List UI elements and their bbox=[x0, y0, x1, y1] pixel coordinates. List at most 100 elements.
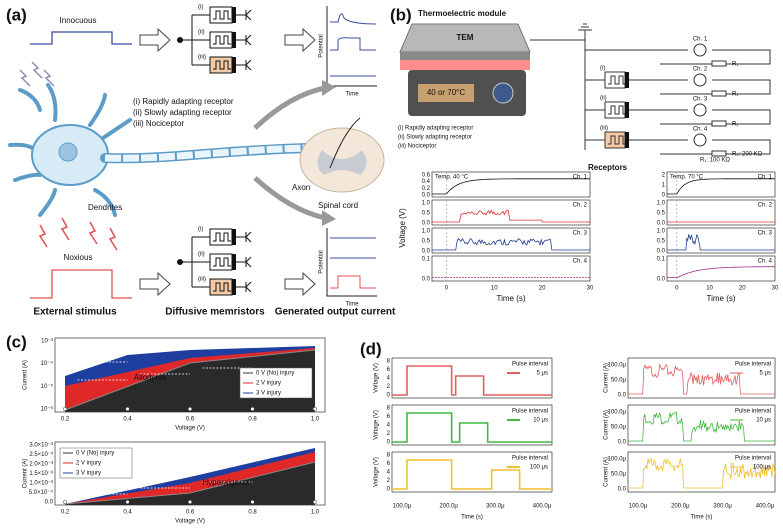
flow-arrow bbox=[253, 85, 326, 130]
y-tick-label: 6 bbox=[387, 461, 391, 467]
y-tick-label: 8 bbox=[387, 359, 391, 365]
axis-label: Voltage (V) bbox=[175, 519, 205, 525]
resistor-label: R₁ bbox=[732, 92, 738, 98]
x-tick-label: 1.0 bbox=[311, 417, 320, 423]
x-tick-label: 0.6 bbox=[186, 510, 195, 516]
axis-label: Time bbox=[345, 92, 359, 98]
voltage-trace bbox=[667, 266, 775, 279]
plot-frame bbox=[391, 451, 553, 493]
voltmeter bbox=[693, 73, 707, 87]
marker bbox=[187, 406, 193, 412]
voltmeter bbox=[693, 43, 707, 57]
marker bbox=[125, 406, 130, 412]
y-tick-label: 2.0×10⁻³ bbox=[29, 462, 53, 468]
y-tick-label: 4 bbox=[387, 376, 391, 382]
y-tick-label: 100.0μ bbox=[608, 410, 627, 416]
y-tick-label: 0.0 bbox=[422, 249, 431, 255]
receptor-item: (iii) Nociceptor bbox=[133, 119, 184, 128]
axis-label: Voltage (V) bbox=[398, 208, 407, 248]
axon-label: Axon bbox=[292, 183, 310, 192]
resistor bbox=[711, 90, 727, 97]
y-tick-label: 0.0 bbox=[422, 193, 431, 199]
axis bbox=[326, 228, 377, 297]
legend-title: Pulse interval bbox=[735, 456, 771, 462]
voltmeter bbox=[693, 103, 707, 117]
legend-label: 5 μs bbox=[760, 371, 771, 377]
y-tick-label: 10⁻⁵ bbox=[41, 383, 54, 390]
heat-glow bbox=[400, 60, 530, 70]
y-tick-label: 0.0 bbox=[657, 249, 666, 255]
voltmeter bbox=[693, 133, 707, 147]
legend-title: Pulse interval bbox=[735, 362, 771, 368]
y-tick-label: 0.0 bbox=[618, 393, 627, 399]
y-tick-label: 0 bbox=[662, 193, 666, 199]
resistor-label: R₂: 200 KΩ bbox=[732, 152, 763, 158]
plot-title: Temp. 40 °C bbox=[435, 175, 469, 181]
channel-label: Ch. 2 bbox=[758, 203, 773, 209]
plot-frame bbox=[391, 404, 553, 446]
y-tick-label: 0.2 bbox=[422, 186, 431, 192]
x-tick-label: 1.0 bbox=[311, 510, 320, 516]
axis-label: Potential bbox=[319, 34, 325, 57]
y-tick-label: 0.5 bbox=[657, 211, 666, 217]
y-tick-label: 1.0 bbox=[657, 229, 666, 235]
receptor-item: (i) Rapidly adapting receptor bbox=[398, 126, 473, 132]
terminal bbox=[245, 256, 252, 268]
nucleus bbox=[58, 142, 78, 162]
axis-label: Current (A) bbox=[604, 363, 610, 393]
receptor-item: (iii) Nociceptor bbox=[398, 144, 436, 150]
y-tick-label: 6 bbox=[387, 367, 391, 373]
y-tick-label: 1.0 bbox=[422, 229, 431, 235]
subplot-frame bbox=[431, 255, 591, 282]
knob bbox=[492, 82, 514, 104]
ground bbox=[578, 23, 592, 40]
plot-frame bbox=[391, 357, 553, 399]
x-tick-label: 400.0μ bbox=[756, 504, 775, 510]
terminal bbox=[245, 9, 252, 21]
electrode bbox=[232, 279, 236, 295]
arrow bbox=[139, 271, 171, 297]
dendrite bbox=[38, 188, 57, 217]
axis-label: Current (A) bbox=[23, 360, 29, 390]
marker bbox=[250, 499, 255, 505]
y-tick-label: 0.4 bbox=[422, 179, 431, 185]
stimulus-pulse bbox=[30, 269, 132, 299]
lightning bbox=[43, 69, 55, 87]
legend-title: Pulse interval bbox=[512, 456, 548, 462]
y-tick-label: 0.0 bbox=[657, 277, 666, 283]
stimulus-label: Innocuous bbox=[60, 16, 97, 25]
x-tick-label: 0.4 bbox=[123, 510, 132, 516]
panel-label: (a) bbox=[6, 5, 27, 24]
y-tick-label: 1 bbox=[662, 183, 666, 189]
y-tick-label: 2 bbox=[662, 173, 666, 179]
legend-title: Pulse interval bbox=[735, 409, 771, 415]
y-tick-label: 0.5 bbox=[422, 211, 431, 217]
area-0v bbox=[65, 462, 315, 505]
current-trace bbox=[628, 457, 776, 489]
roman-label: (i) bbox=[198, 5, 203, 11]
axis-label: Voltage (V) bbox=[374, 457, 380, 487]
y-tick-label: 0.0 bbox=[45, 500, 54, 506]
legend-label: 0 V (No) injury bbox=[76, 451, 114, 457]
legend-label: 2 V injury bbox=[76, 461, 101, 467]
resistor-label: R₁ bbox=[732, 62, 738, 68]
arrow bbox=[284, 271, 316, 297]
receptor-item: (ii) Slowly adapting receptor bbox=[398, 135, 472, 141]
marker bbox=[312, 406, 318, 412]
x-tick-label: 0.8 bbox=[248, 510, 257, 516]
memristor bbox=[209, 31, 233, 49]
lightning bbox=[88, 221, 98, 245]
x-tick-label: 10 bbox=[706, 286, 713, 292]
voltage-trace bbox=[667, 233, 775, 251]
y-tick-label: 50.0μ bbox=[611, 472, 627, 478]
voltage-trace bbox=[667, 178, 775, 195]
resistor-label: R₁ bbox=[732, 122, 738, 128]
x-tick-label: 0.4 bbox=[123, 417, 132, 423]
y-tick-label: 0 bbox=[387, 393, 391, 399]
x-tick-label: 20 bbox=[539, 286, 546, 292]
dendrite bbox=[18, 88, 42, 112]
channel-label: Ch. 1 bbox=[758, 175, 773, 181]
axis-label: Voltage (V) bbox=[175, 426, 205, 432]
channel-label: Ch. 2 bbox=[573, 203, 588, 209]
